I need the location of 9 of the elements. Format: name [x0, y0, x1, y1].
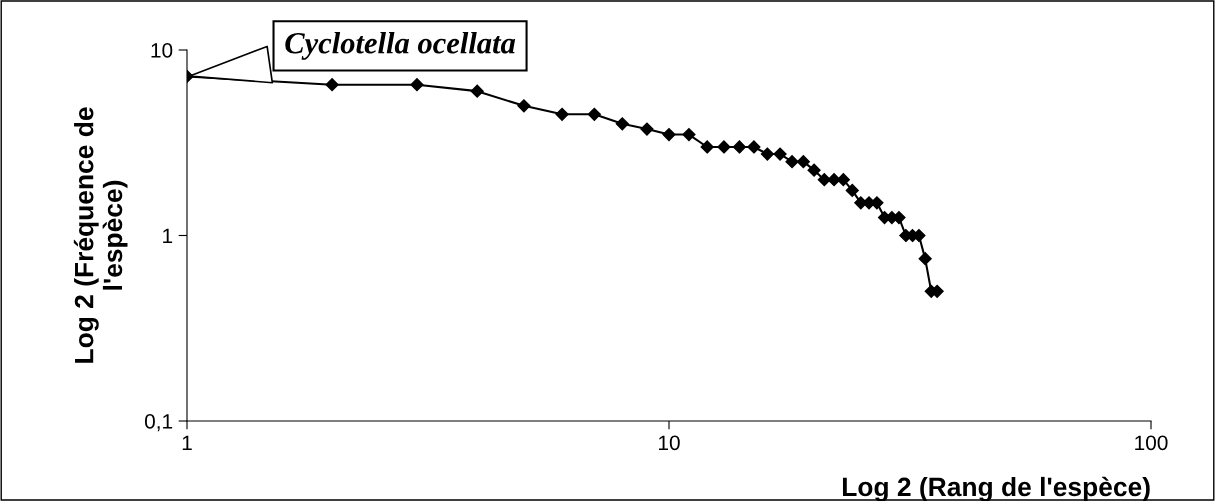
y-axis-title: Log 2 (Fréquence de l'espèce): [73, 107, 128, 363]
x-tick-label: 1: [182, 435, 192, 450]
y-tick-label: 10: [151, 43, 173, 58]
annotation: Cyclotella ocellata: [285, 32, 516, 60]
y-tick-label: 1: [163, 228, 173, 244]
x-axis-title: Log 2 (Rang de l'espèce): [842, 476, 1150, 501]
x-tick-label: 10: [659, 435, 680, 451]
y-tick-label: 0,1: [144, 414, 173, 432]
x-tick-label: 100: [1135, 435, 1168, 451]
